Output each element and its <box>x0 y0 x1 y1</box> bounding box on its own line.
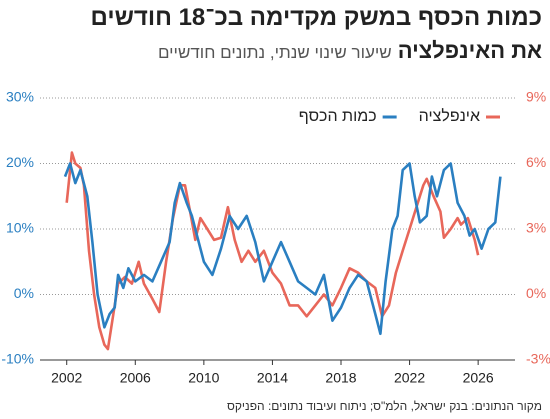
y-tick-label: 0% <box>14 285 34 301</box>
chart-title: את האינפלציה <box>397 38 542 63</box>
x-tick-label: 2022 <box>394 370 425 386</box>
chart: -10% 0% 10% 20% 30% -3% 0% 3% 6% 9% 2002 2006 2010 20… <box>1 89 550 386</box>
x-tick-label: 2002 <box>51 370 82 386</box>
y2-tick-label: 3% <box>526 220 546 236</box>
y2-tick-label: 9% <box>526 89 546 105</box>
chart-subtitle: שיעור שינוי שנתי, נתונים חודשיים <box>157 43 392 62</box>
legend-label: אינפלציה <box>419 107 480 125</box>
y2-tick-label: 6% <box>526 154 546 170</box>
x-tick-label: 2014 <box>257 370 288 386</box>
x-tick-label: 2006 <box>120 370 151 386</box>
x-tick-label: 2010 <box>188 370 219 386</box>
y-tick-label: 10% <box>6 220 34 236</box>
data-line <box>63 162 502 336</box>
y2-tick-label: -3% <box>526 351 550 367</box>
y-tick-label: 20% <box>6 154 34 170</box>
source-note: מקור הנתונים: בנק ישראל, הלמ"ס; ניתוח וע… <box>226 399 542 413</box>
chart-title: כמות הכסף במשק מקדימה בכ־18 חודשים <box>90 4 542 31</box>
y2-tick-label: 0% <box>526 285 546 301</box>
x-tick-label: 2026 <box>463 370 494 386</box>
x-tick-label: 2018 <box>325 370 356 386</box>
y-tick-label: 30% <box>6 89 34 105</box>
legend-label: כמות הכסף <box>299 108 377 125</box>
y-tick-label: -10% <box>1 351 34 367</box>
data-line <box>65 151 480 351</box>
chart-title-line: את האינפלציה שיעור שינוי שנתי, נתונים חוד… <box>158 38 542 64</box>
